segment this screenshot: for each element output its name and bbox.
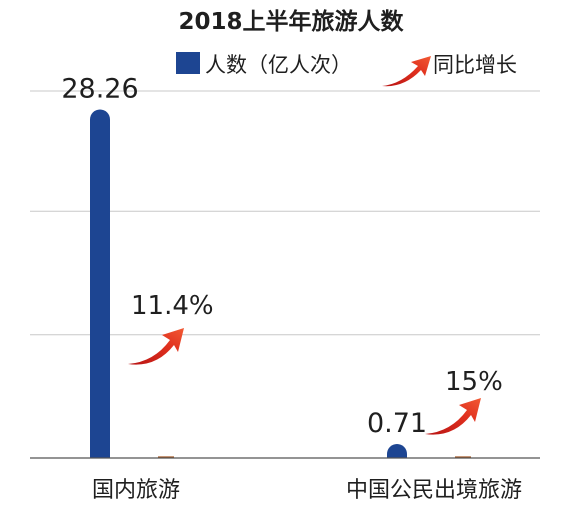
category-label: 中国公民出境旅游 [346, 478, 522, 503]
legend-swatch-count [176, 52, 200, 74]
red-rising-arrow-icon [128, 328, 184, 365]
value-label: 28.26 [61, 73, 138, 104]
legend-arrow-icon [382, 56, 431, 87]
growth-label: 11.4% [131, 291, 214, 321]
chart-title: 2018上半年旅游人数 [178, 8, 404, 35]
legend: 人数（亿人次） 同比增长 [176, 52, 517, 87]
category-label: 国内旅游 [92, 478, 180, 503]
growth-arrows: 11.4% 15% [128, 291, 503, 458]
bars [90, 109, 407, 459]
growth-label: 15% [445, 367, 503, 397]
legend-label-growth: 同比增长 [433, 53, 517, 77]
bar [387, 444, 407, 458]
grid-lines [30, 90, 540, 336]
category-labels: 国内旅游 中国公民出境旅游 [92, 478, 522, 503]
value-label: 0.71 [367, 408, 427, 439]
value-labels: 28.26 0.71 [61, 73, 427, 439]
legend-label-count: 人数（亿人次） [205, 53, 352, 77]
bar [90, 109, 110, 459]
red-rising-arrow-icon [425, 398, 481, 435]
